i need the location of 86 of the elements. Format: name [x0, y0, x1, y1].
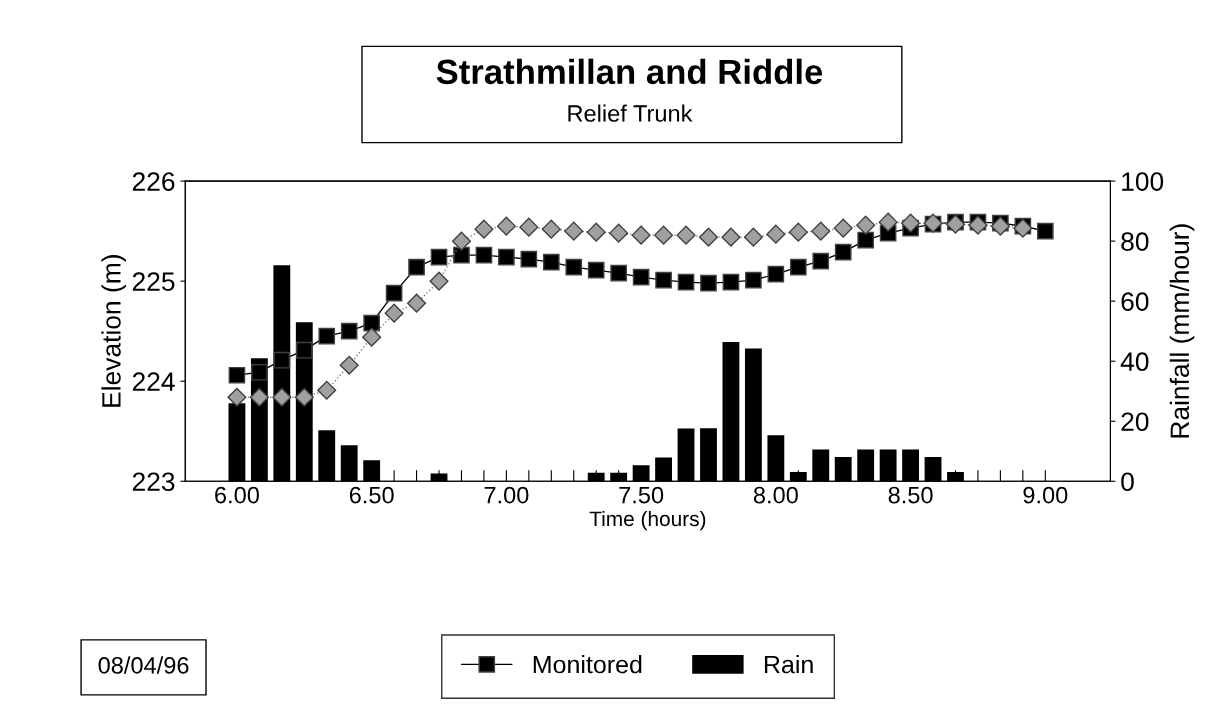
point [565, 258, 583, 276]
point [632, 268, 650, 286]
y2-tick-label: 80 [1121, 232, 1149, 251]
point [564, 221, 584, 241]
x-tick-label: 7.50 [619, 486, 664, 504]
point [475, 246, 493, 264]
point [273, 351, 291, 369]
point [654, 225, 674, 245]
y2-tick-label: 20 [1121, 412, 1149, 432]
point [610, 264, 627, 282]
point [317, 380, 337, 400]
point [318, 327, 336, 345]
point [542, 253, 560, 271]
y-tick-label: 224 [132, 372, 175, 391]
y2-axis-title: Rainfall (mm/hour) [1169, 224, 1195, 438]
y2-tick-label: 100 [1122, 172, 1164, 191]
chart-title: Strathmillan and Riddle [436, 58, 823, 85]
point [631, 225, 651, 245]
point [857, 231, 875, 249]
point [251, 363, 268, 381]
point [655, 271, 672, 289]
x-tick-label: 8.50 [888, 486, 933, 504]
point [767, 265, 785, 283]
x-tick-label: 8.00 [753, 486, 798, 504]
point [833, 218, 853, 238]
point [294, 387, 314, 407]
legend-label: Monitored [533, 655, 642, 674]
point [745, 271, 762, 289]
point [339, 355, 359, 375]
y2-tick-label: 60 [1121, 292, 1149, 311]
point [249, 387, 269, 407]
point [700, 274, 717, 292]
point [227, 387, 247, 407]
point [698, 227, 719, 247]
point [474, 219, 494, 239]
point [519, 217, 539, 237]
x-tick-label: 7.00 [484, 486, 529, 504]
point [541, 219, 561, 239]
x-tick-label: 6.50 [349, 486, 394, 504]
point [834, 243, 852, 261]
text: 08/04/96 [98, 656, 189, 674]
x-tick-label: 6.00 [215, 486, 259, 504]
point [498, 248, 515, 266]
point [385, 284, 403, 302]
legend-label: Rain [764, 655, 813, 674]
y-axis-title: Elevation (m) [101, 255, 126, 407]
point [609, 223, 629, 243]
point [430, 248, 448, 266]
point [743, 227, 763, 247]
y-tick-label: 226 [132, 172, 175, 191]
point [677, 273, 695, 291]
x-axis-title: Time (hours) [589, 510, 706, 531]
point [295, 341, 313, 359]
point [901, 213, 921, 233]
point [812, 252, 830, 270]
point [363, 314, 380, 332]
point [1036, 222, 1054, 240]
y2-tick-label: 40 [1120, 352, 1149, 372]
point [811, 221, 831, 241]
y-tick-label: 223 [132, 472, 175, 492]
point [586, 222, 606, 242]
point [228, 366, 246, 384]
point [272, 387, 292, 407]
chart-subtitle: Relief Trunk [568, 104, 693, 122]
point [721, 227, 741, 247]
point [340, 322, 358, 340]
point [429, 271, 449, 291]
point [788, 222, 808, 242]
point [722, 273, 740, 291]
point [587, 261, 605, 279]
x-tick-label: 9.00 [1023, 486, 1068, 504]
point [451, 231, 472, 251]
point [789, 258, 807, 276]
point [408, 258, 425, 276]
point [878, 212, 898, 232]
point [676, 225, 696, 245]
point [496, 216, 516, 236]
y2-tick-label: 0 [1121, 472, 1134, 492]
point [520, 250, 538, 268]
point [453, 246, 470, 264]
point [362, 327, 382, 347]
point [384, 303, 404, 323]
point [856, 215, 876, 235]
point [766, 224, 786, 244]
y-tick-label: 225 [132, 272, 175, 291]
point [407, 293, 427, 313]
